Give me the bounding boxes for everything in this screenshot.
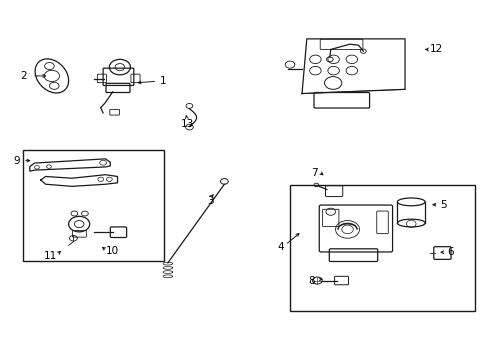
Text: 10: 10 — [106, 246, 119, 256]
Text: 6: 6 — [447, 247, 453, 257]
Text: 7: 7 — [310, 168, 317, 178]
Text: 3: 3 — [207, 196, 214, 206]
Text: 2: 2 — [20, 71, 27, 81]
Bar — [23, 150, 164, 261]
Text: 12: 12 — [428, 45, 442, 54]
Text: 8: 8 — [307, 275, 314, 285]
Text: 11: 11 — [44, 251, 57, 261]
Text: 1: 1 — [160, 76, 166, 86]
Text: 13: 13 — [180, 118, 193, 129]
Text: 4: 4 — [277, 242, 283, 252]
Bar — [289, 185, 473, 311]
Text: 5: 5 — [439, 200, 446, 210]
Text: 9: 9 — [14, 156, 20, 166]
